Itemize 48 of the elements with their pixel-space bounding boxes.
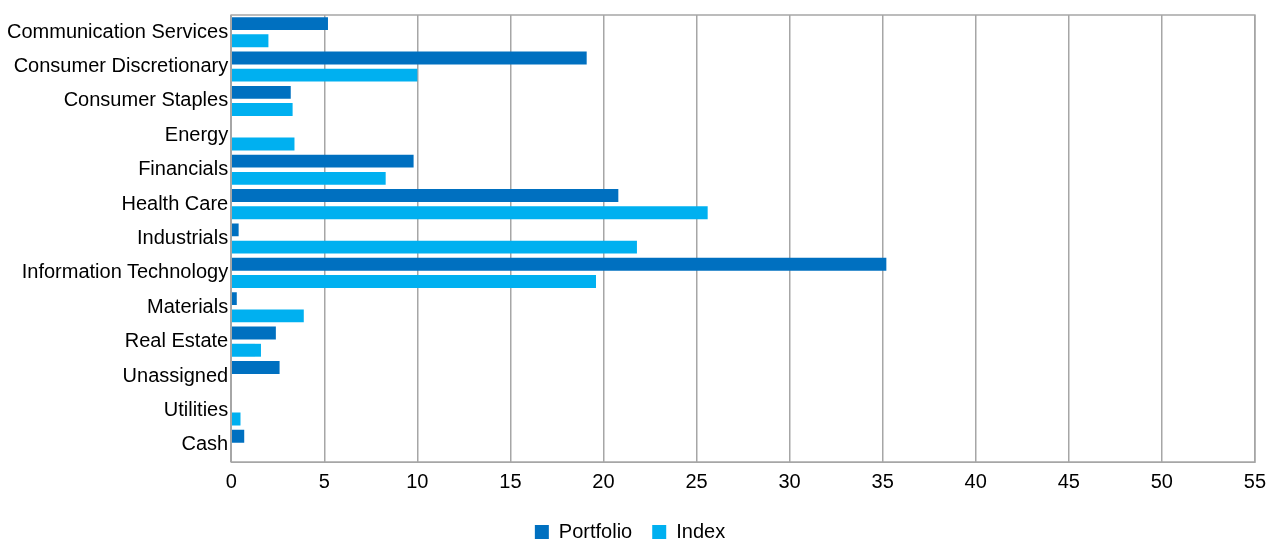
y-tick-label: Materials	[147, 294, 229, 317]
x-tick-label: 20	[592, 469, 615, 492]
y-tick-label: Financials	[138, 157, 229, 180]
bar	[231, 429, 245, 443]
y-tick-label: Unassigned	[122, 363, 229, 386]
bar	[231, 326, 276, 340]
x-tick-label: 40	[964, 469, 987, 492]
bar	[231, 240, 637, 254]
bar	[231, 171, 386, 185]
bar	[231, 68, 418, 82]
x-tick-label: 0	[225, 469, 237, 492]
bar	[231, 361, 280, 374]
y-tick-label: Information Technology	[21, 260, 229, 283]
x-tick-label: 10	[406, 469, 429, 492]
y-tick-label: Health Care	[121, 191, 229, 214]
y-tick-label: Utilities	[163, 397, 229, 420]
bar	[231, 34, 269, 48]
bar	[231, 292, 237, 306]
bar	[231, 103, 293, 117]
y-tick-label: Consumer Discretionary	[13, 54, 229, 77]
x-tick-label: 25	[685, 469, 708, 492]
y-tick-label: Real Estate	[124, 329, 229, 352]
bar	[231, 189, 619, 202]
bar	[231, 51, 587, 65]
y-tick-label: Consumer Staples	[63, 88, 229, 111]
y-tick-label: Communication Services	[6, 19, 229, 42]
legend-label: Index	[676, 519, 726, 542]
x-tick-label: 30	[778, 469, 801, 492]
x-tick-label: 50	[1150, 469, 1173, 492]
bar	[231, 154, 414, 168]
bar	[231, 223, 239, 237]
x-tick-label: 45	[1057, 469, 1080, 492]
x-tick-label: 15	[499, 469, 522, 492]
bar	[231, 17, 328, 31]
y-tick-label: Cash	[181, 432, 229, 455]
x-tick-label: 55	[1243, 469, 1266, 492]
y-tick-label: Energy	[164, 122, 229, 145]
x-tick-label: 35	[871, 469, 894, 492]
bar	[231, 137, 295, 151]
bar	[231, 85, 291, 99]
bar	[231, 257, 887, 271]
bar	[231, 275, 596, 288]
bar	[231, 309, 304, 323]
x-tick-label: 5	[318, 469, 330, 492]
legend-label: Portfolio	[558, 519, 633, 542]
bar	[231, 206, 708, 220]
y-tick-label: Industrials	[137, 226, 229, 249]
bar	[231, 343, 261, 357]
